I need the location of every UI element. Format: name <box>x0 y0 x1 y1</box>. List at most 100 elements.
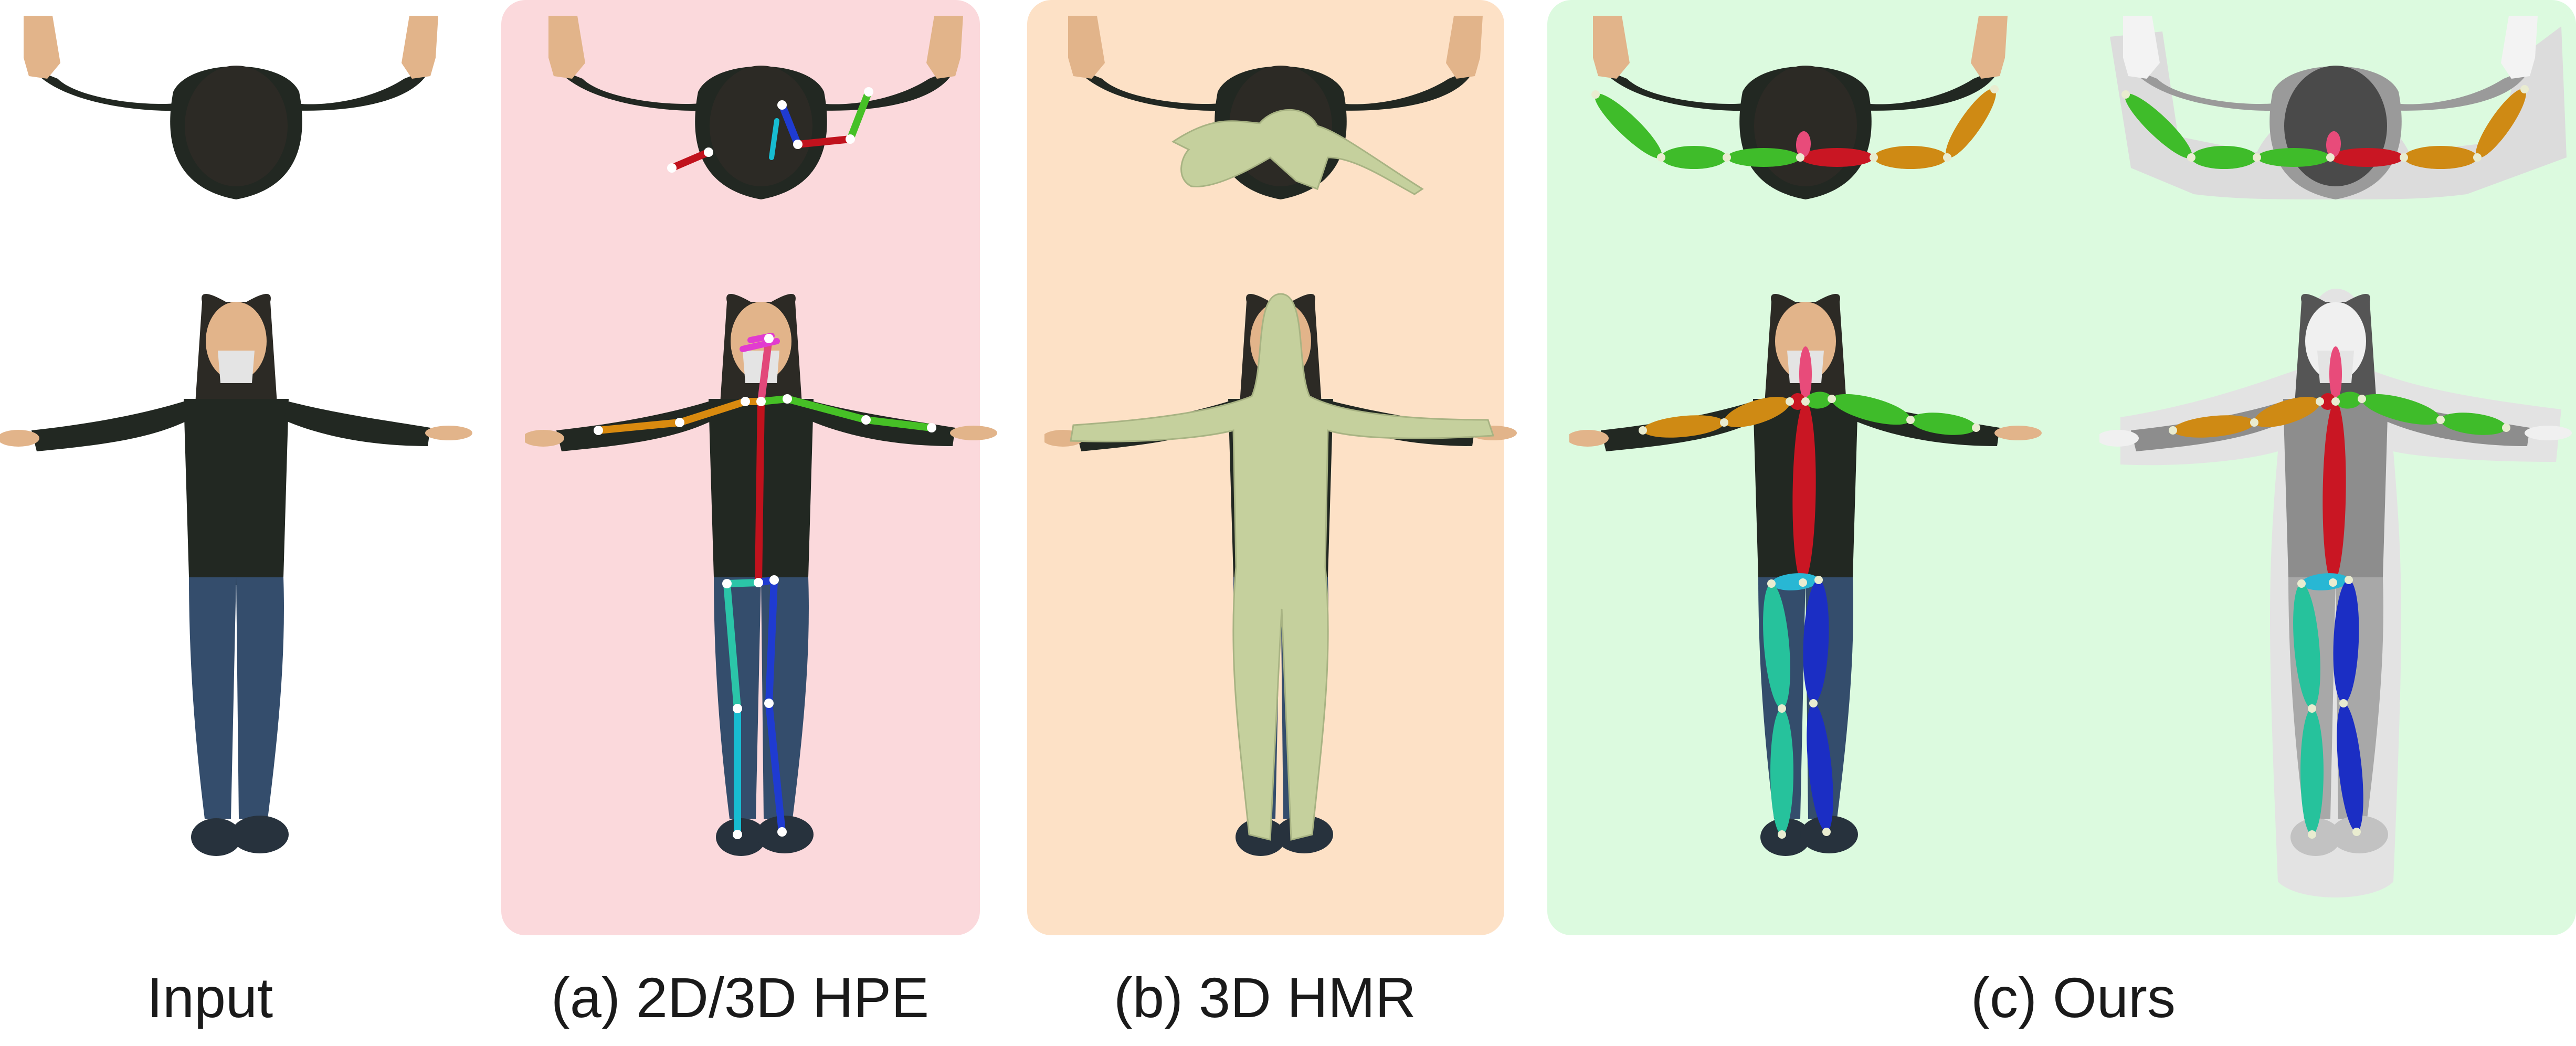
ours-depth-joint-0 <box>2331 397 2340 406</box>
ours-rgb-joint-11 <box>1809 699 1818 707</box>
ours-depth-joint-14 <box>2253 153 2261 162</box>
ours-rgb-joint-13 <box>1822 828 1831 836</box>
ours-rgb-joint-19 <box>1990 85 1999 93</box>
front-left-hand <box>0 430 39 447</box>
top-left-hand <box>24 16 60 79</box>
caption-hmr: (b) 3D HMR <box>1113 966 1417 1029</box>
ours-depth-left-collar-ellipsoid <box>2320 393 2336 410</box>
ours-depth-joint-13 <box>2352 828 2361 836</box>
top-head <box>185 66 288 186</box>
ours-depth-spine-ellipsoid <box>2322 401 2346 583</box>
hpe-figure <box>525 0 997 935</box>
top-right-hand <box>402 16 438 79</box>
front-left-shoe <box>1760 818 1811 856</box>
hpe-spine-bone <box>755 398 765 586</box>
hpe-joint-9 <box>769 575 779 585</box>
hpe-left-forearm-bone <box>595 419 683 434</box>
hpe-right-shin-bone <box>765 700 786 836</box>
ours-rgb-top-right-upper-arm-ellipsoid <box>1874 146 1947 169</box>
ours-depth-top-right-upper-arm-ellipsoid <box>2404 146 2477 169</box>
hpe-joint-20 <box>667 163 677 173</box>
hpe-joint-7 <box>754 578 763 587</box>
ours-depth-top-right-forearm-ellipsoid <box>2476 89 2526 158</box>
hpe-joint-13 <box>777 827 787 837</box>
ours-rgb-right-collar-ellipsoid <box>1805 392 1832 409</box>
ours-depth-left-upper-arm-ellipsoid <box>2254 397 2320 427</box>
ours-rgb-pelvis-ellipsoid <box>1771 573 1819 590</box>
ours-rgb-spine-ellipsoid <box>1792 401 1816 583</box>
ours-rgb-joint-6 <box>1972 424 1980 432</box>
ours-rgb-right-forearm-ellipsoid <box>1910 413 1977 435</box>
front-left-leg <box>189 577 236 819</box>
ours-rgb-joint-18 <box>1591 90 1600 99</box>
hpe-top-bone-2 <box>794 135 854 148</box>
hpe-right-upper-arm-bone <box>784 395 870 424</box>
hpe-left-thigh-bone <box>723 580 741 712</box>
hpe-left-hip-bone <box>723 579 762 587</box>
hpe-right-forearm-bone <box>862 416 935 431</box>
ours-depth-left-forearm-ellipsoid <box>2172 415 2255 438</box>
hpe-left-upper-arm-bone <box>676 398 749 426</box>
ours-rgb-figure <box>1569 0 2042 935</box>
ours-depth-joint-11 <box>2339 699 2348 707</box>
front-left-hand <box>1569 430 1609 447</box>
ours-rgb-joint-10 <box>1778 704 1786 713</box>
ours-depth-joint-2 <box>2358 395 2366 403</box>
ours-depth-joint-16 <box>2187 153 2195 162</box>
ours-rgb-joint-14 <box>1723 153 1731 162</box>
ours-rgb-joint-15 <box>1870 153 1878 162</box>
ours-depth-joint-3 <box>2250 418 2258 427</box>
ours-rgb-head-ellipsoid <box>1799 346 1812 402</box>
ours-depth-joint-9 <box>2345 576 2353 584</box>
front-left-hand <box>525 430 564 447</box>
ours-depth-joint-5 <box>2169 426 2177 435</box>
ours-depth-joint-12 <box>2308 830 2316 839</box>
ours-rgb-left-upper-arm-ellipsoid <box>1724 397 1790 427</box>
ours-rgb-top-left-upper-arm-ellipsoid <box>1661 146 1727 169</box>
ours-rgb-left-thigh-ellipsoid <box>1763 583 1790 709</box>
ours-depth-top-right-shoulder-ellipsoid <box>2330 148 2404 167</box>
ours-depth-joint-19 <box>2520 85 2529 93</box>
front-left-shoe <box>2290 818 2341 856</box>
front-right-arm <box>283 402 430 446</box>
ours-depth-top-left-forearm-ellipsoid <box>2125 93 2192 159</box>
hpe-joint-15 <box>777 100 787 110</box>
ours-rgb-joint-4 <box>1906 416 1915 424</box>
top-left-hand <box>1593 16 1630 79</box>
front-right-hand <box>2525 426 2572 440</box>
ours-depth-top-head-ellipsoid <box>2326 131 2341 158</box>
ours-rgb-joint-12 <box>1778 830 1786 839</box>
hpe-top-bone-3 <box>847 88 872 143</box>
front-left-hand <box>2099 430 2139 447</box>
ours-rgb-right-upper-arm-ellipsoid <box>1831 394 1911 425</box>
top-head <box>1754 66 1857 186</box>
ours-rgb-joint-9 <box>1814 576 1823 584</box>
top-left-hand <box>2123 16 2160 79</box>
hmr-front-mesh <box>1070 293 1495 841</box>
ours-rgb-right-shin-ellipsoid <box>1807 703 1833 832</box>
hpe-top-bone-4 <box>668 149 712 172</box>
ours-rgb-joint-5 <box>1639 426 1647 435</box>
hpe-joint-18 <box>864 87 873 97</box>
ours-rgb-left-forearm-ellipsoid <box>1642 415 1725 438</box>
ours-depth-right-thigh-ellipsoid <box>2333 579 2359 704</box>
top-right-hand <box>2501 16 2538 79</box>
ours-rgb-top-right-shoulder-ellipsoid <box>1800 148 1874 167</box>
ours-depth-joint-17 <box>2473 153 2482 162</box>
hpe-joint-1 <box>741 397 750 406</box>
caption-ours: (c) Ours <box>1971 966 2176 1029</box>
ours-depth-top-left-shoulder-ellipsoid <box>2257 148 2330 167</box>
front-right-hand <box>1994 426 2042 440</box>
ours-depth-right-upper-arm-ellipsoid <box>2361 394 2441 425</box>
top-left-hand <box>548 16 585 79</box>
front-mask <box>743 351 779 383</box>
hpe-joint-11 <box>764 699 774 708</box>
ours-rgb-top-right-forearm-ellipsoid <box>1946 89 1996 158</box>
ours-rgb-joint-1 <box>1786 397 1794 406</box>
hpe-right-thigh-bone <box>765 576 778 707</box>
top-head <box>2284 66 2387 186</box>
ours-depth-joint-7 <box>2329 578 2337 587</box>
top-right-hand <box>1971 16 2008 79</box>
front-right-leg <box>236 577 284 819</box>
input-figure <box>0 0 472 935</box>
